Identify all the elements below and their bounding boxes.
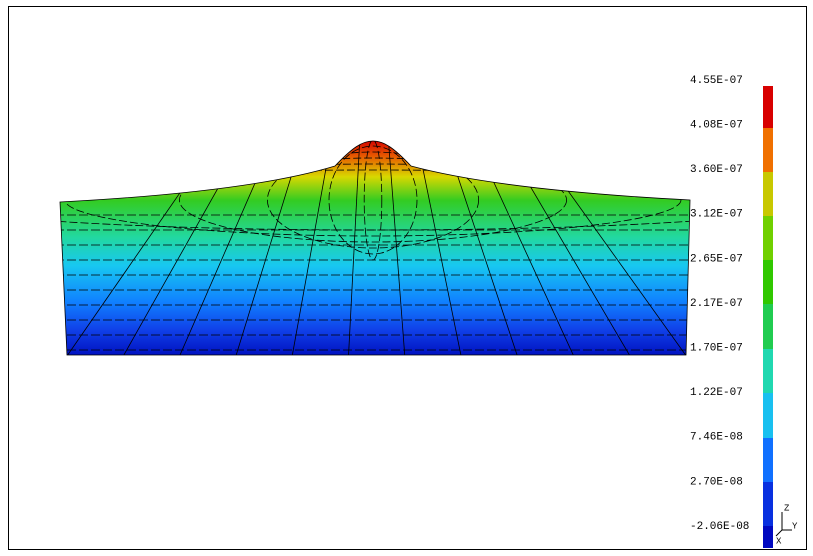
colorbar-label: 1.70E-07 — [690, 343, 743, 355]
colorbar-label: 2.70E-08 — [690, 476, 743, 488]
colorbar-label: 3.60E-07 — [690, 164, 743, 176]
colorbar — [763, 86, 773, 548]
colorbar-label: -2.06E-08 — [690, 521, 749, 533]
axis-label: Y — [792, 521, 798, 531]
viewport: 4.55E-07 4.08E-07 3.60E-07 3.12E-07 2.65E-07… — [0, 0, 813, 556]
colorbar-label: 7.46E-08 — [690, 432, 743, 444]
triad: Z X Y — [776, 503, 798, 546]
colorbar-label: 4.55E-07 — [690, 75, 743, 87]
colorbar-label: 2.65E-07 — [690, 253, 743, 265]
axis-label: X — [776, 536, 782, 546]
colorbar-labels: 4.55E-07 4.08E-07 3.60E-07 3.12E-07 2.65E-07… — [690, 75, 749, 533]
colorbar-label: 1.22E-07 — [690, 387, 743, 399]
colorbar-label: 3.12E-07 — [690, 209, 743, 221]
colorbar-label: 4.08E-07 — [690, 120, 743, 132]
axis-label: Z — [784, 503, 790, 513]
colorbar-label: 2.17E-07 — [690, 298, 743, 310]
